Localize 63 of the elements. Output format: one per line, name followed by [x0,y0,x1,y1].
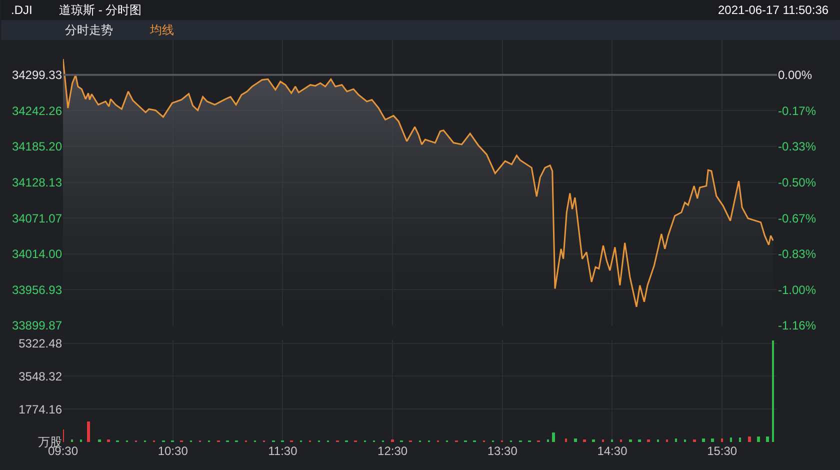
bar [547,439,549,442]
text: 均线 [149,23,174,37]
bar [748,436,751,442]
x-tick-label: 10:30 [158,444,188,458]
y2-tick-label: -1.00% [778,282,816,297]
chart-title: .DJI [11,3,32,17]
bar [638,439,641,442]
y2-tick-label: -0.17% [778,104,816,118]
y2-tick-label: -0.50% [778,175,816,190]
bar [693,439,696,442]
y-tick-label: 1774.16 [18,402,62,416]
x-tick-label: 12:30 [378,444,408,458]
x-tick-label: 13:30 [487,444,518,458]
bar [647,439,650,442]
bar [107,439,110,442]
y-tick-label: 34185.20 [12,140,62,154]
bar [666,439,668,442]
y2-tick-label: -0.67% [778,211,816,226]
bar [391,439,394,442]
bar [552,432,555,442]
bar [721,438,723,442]
bar [592,439,595,442]
bar [757,436,760,442]
y-tick-label: 34242.26 [12,104,62,118]
y-tick-label: 33956.93 [12,282,62,297]
x-tick-label: 14:30 [597,444,628,458]
y-tick-label: 34128.13 [12,175,62,190]
y2-tick-label: -0.83% [778,247,816,262]
bar [711,438,714,442]
x-tick-label: 11:30 [268,444,298,458]
bar [730,437,732,442]
bar [772,340,774,442]
y-tick-label: 34299.33 [12,68,62,82]
text: 2021-06-17 11:50:36 [718,3,829,17]
y2-tick-label: 0.00% [778,68,812,82]
chart-subtitle: 道琼斯 - 分时图 [59,3,142,17]
bar [565,438,567,442]
y-tick-label: 万股 [38,435,62,450]
x-tick-label: 15:30 [707,444,738,458]
y2-tick-label: -0.33% [778,140,816,154]
text: 分时走势 [65,23,113,37]
bar [80,439,82,442]
y-tick-label: 3548.32 [18,369,62,384]
bar [611,439,613,442]
bar [657,439,659,442]
bar [98,439,101,442]
bar [71,439,73,442]
bar [602,439,604,442]
bar [766,436,769,442]
y-tick-label: 34071.07 [12,211,62,226]
bar [87,421,90,442]
bar [629,439,632,442]
y-tick-label: 5322.48 [18,336,62,351]
bar [702,438,705,442]
bar [675,438,677,442]
bar [739,437,741,442]
y2-tick-label: -1.16% [778,318,816,333]
bar [620,439,622,442]
y-tick-label: 33899.87 [12,318,62,333]
bar [574,438,577,442]
bar [583,439,586,442]
y-tick-label: 34014.00 [12,247,62,262]
bar [684,439,686,442]
